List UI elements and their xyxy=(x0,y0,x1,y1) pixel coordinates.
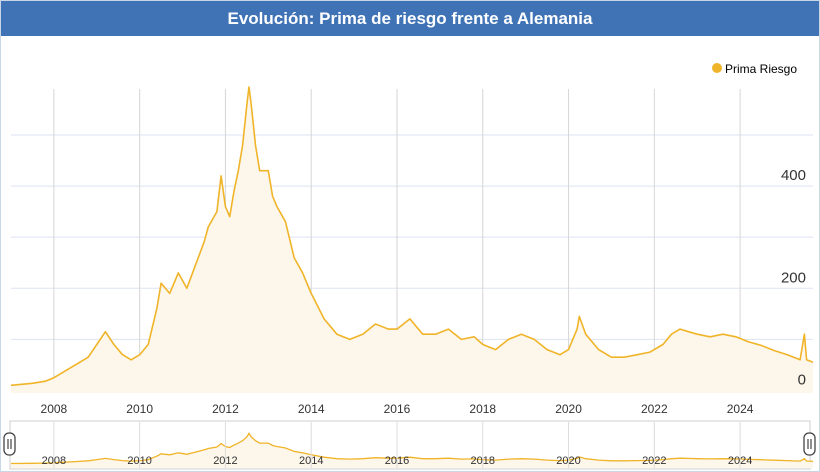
y-tick-label-0: 0 xyxy=(798,371,806,388)
series-line-prima-riesgo[interactable] xyxy=(10,86,814,387)
y-tick-label-400: 400 xyxy=(781,167,806,184)
x-tick-label-2024: 2024 xyxy=(727,402,754,416)
navigator-x-tick-label-2018: 2018 xyxy=(471,455,495,467)
navigator-x-tick-label-2012: 2012 xyxy=(213,455,237,467)
navigator-handle-left[interactable] xyxy=(3,432,16,456)
x-tick-label-2022: 2022 xyxy=(641,402,668,416)
navigator-x-tick-label-2022: 2022 xyxy=(642,455,666,467)
chart-title: Evolución: Prima de riesgo frente a Alem… xyxy=(1,1,819,36)
series-area-prima-riesgo xyxy=(11,87,813,393)
navigator-x-tick-label-2016: 2016 xyxy=(385,455,409,467)
navigator-x-tick-label-2008: 2008 xyxy=(42,455,66,467)
navigator-handle-right[interactable] xyxy=(803,432,816,456)
navigator-series-line xyxy=(10,432,814,465)
x-tick-label-2020: 2020 xyxy=(555,402,582,416)
x-tick-label-2014: 2014 xyxy=(298,402,325,416)
legend-marker-prima-riesgo[interactable] xyxy=(712,63,722,73)
x-tick-label-2016: 2016 xyxy=(384,402,411,416)
navigator-x-tick-label-2010: 2010 xyxy=(127,455,151,467)
navigator-series-area xyxy=(11,433,813,468)
x-tick-label-2018: 2018 xyxy=(469,402,496,416)
x-tick-label-2010: 2010 xyxy=(126,402,153,416)
navigator-x-tick-label-2014: 2014 xyxy=(299,455,323,467)
y-tick-label-200: 200 xyxy=(781,269,806,286)
legend-label-prima-riesgo[interactable]: Prima Riesgo xyxy=(725,62,797,76)
legend[interactable]: Prima Riesgo xyxy=(712,62,797,76)
x-tick-label-2008: 2008 xyxy=(41,402,68,416)
navigator-x-tick-label-2020: 2020 xyxy=(556,455,580,467)
navigator-x-tick-label-2024: 2024 xyxy=(728,455,752,467)
x-tick-label-2012: 2012 xyxy=(212,402,239,416)
